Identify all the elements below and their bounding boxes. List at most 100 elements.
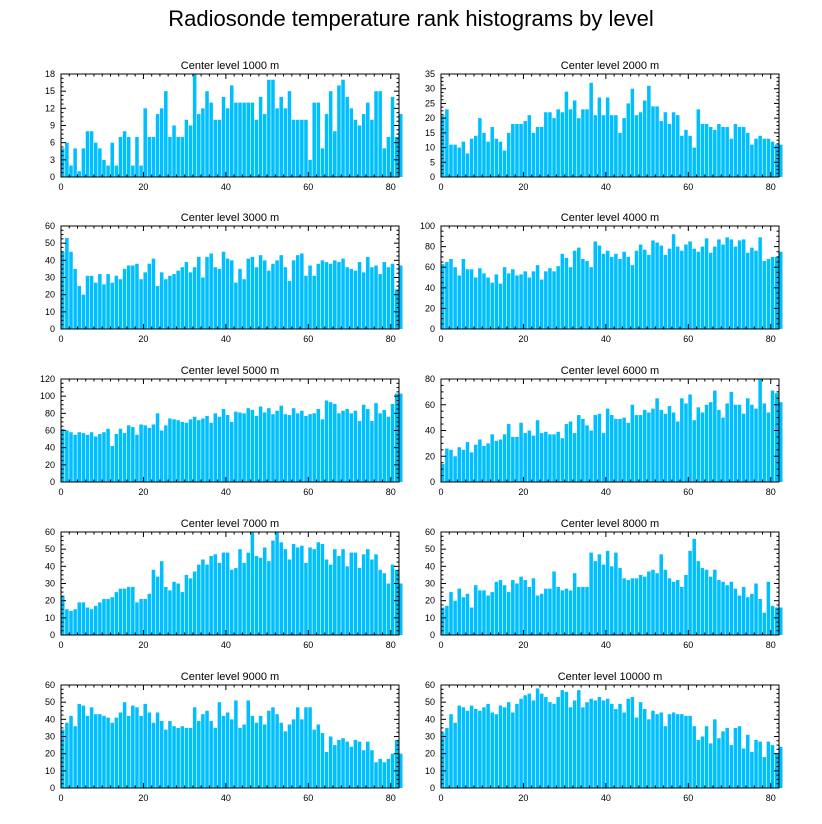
y-tick-label: 60 [425,262,435,272]
histogram-bar [230,260,234,329]
histogram-bar [73,434,77,482]
histogram-panel-2: Center level 2000 m 0 20 40 60 80 0 5 10 15 20 25 30… [425,60,783,192]
histogram-bar [638,574,643,635]
histogram-bar [498,705,503,788]
histogram-bar [568,421,573,482]
y-tick-label: 40 [425,714,435,724]
histogram-bar [704,124,709,177]
histogram-bar [523,121,527,177]
y-tick-label: 40 [425,426,435,436]
histogram-bar [275,108,279,177]
histogram-bar [622,118,626,177]
histogram-panel-7: Center level 7000 m 0 20 40 60 80 0 10 20 30 40 50 6… [45,518,403,650]
histogram-bar [361,272,366,329]
histogram-bar [713,390,717,482]
histogram-bar [122,702,127,788]
histogram-bar [258,715,263,788]
histogram-bar [225,108,230,177]
histogram-bar [692,248,696,329]
histogram-bar [593,415,598,482]
histogram-bar [61,729,65,788]
histogram-bar [779,144,783,177]
histogram-bar [758,135,762,177]
x-tick-label: 20 [518,487,528,497]
histogram-bar [122,433,127,482]
x-tick-label: 60 [683,487,693,497]
histogram-bar [572,100,577,177]
histogram-bar [197,114,201,177]
histogram-bar [618,258,622,329]
histogram-bar [304,119,308,177]
histogram-bar [394,569,399,635]
histogram-bar [217,119,222,177]
histogram-bar [770,256,775,329]
histogram-bar [188,419,193,482]
histogram-bar [217,416,222,482]
histogram-panel-4: Center level 4000 m 0 20 40 60 80 0 20 40 60 80 100 [420,212,783,344]
y-tick-label: 0 [50,324,55,334]
histogram-bar [324,262,329,329]
histogram-bar [77,703,82,788]
histogram-bar [754,583,758,635]
histogram-bar [246,700,251,788]
histogram-bar [267,710,271,788]
histogram-bar [597,413,602,482]
histogram-bar [688,394,692,482]
histogram-bar [254,415,259,482]
histogram-bar [519,422,523,482]
histogram-bar [605,408,610,482]
histogram-bar [478,268,482,329]
histogram-bar [449,258,453,329]
histogram-bar [441,264,445,329]
histogram-bar [535,420,540,482]
histogram-bar [85,434,90,482]
histogram-bar [370,119,374,177]
histogram-bar [201,714,205,788]
histogram-bar [626,698,631,788]
histogram-bar [271,707,275,788]
histogram-bar [65,609,69,635]
panel-title: Center level 9000 m [181,671,279,683]
histogram-bar [746,252,750,329]
histogram-bar [502,150,507,177]
histogram-bar [394,289,399,329]
histogram-bar [188,727,193,788]
histogram-panel-6: Center level 6000 m 0 20 40 60 80 0 20 40 60 80 [425,365,783,497]
histogram-bar [556,586,560,635]
histogram-bar [737,726,742,788]
histogram-bar [626,580,631,635]
y-tick-label: 0 [430,477,435,487]
histogram-bar [605,250,610,329]
histogram-bar [684,244,688,329]
histogram-bar [353,270,358,329]
histogram-bar [531,271,536,329]
histogram-bar [114,592,119,635]
histogram-bar [589,267,593,329]
histogram-bar [494,581,499,635]
histogram-bar [717,239,721,329]
histogram-bar [746,132,750,177]
histogram-bar [390,403,395,482]
histogram-bar [766,741,771,788]
histogram-bar [114,275,119,329]
histogram-bar [552,434,556,482]
histogram-bar [279,542,283,635]
histogram-bar [692,726,696,788]
histogram-bar [93,605,98,635]
histogram-bar [225,712,230,788]
panel-title: Center level 7000 m [181,518,279,530]
histogram-bar [143,598,147,635]
y-tick-label: 9 [50,121,55,131]
histogram-bar [234,411,238,482]
histogram-bar [441,607,445,635]
histogram-bar [667,124,672,177]
histogram-bar [337,262,341,329]
histogram-bar [478,439,482,482]
histogram-bar [544,697,548,788]
histogram-bar [341,549,345,635]
histogram-bar [279,255,283,329]
histogram-bar [382,409,387,482]
y-tick-label: 10 [45,613,55,623]
histogram-bar [180,136,185,177]
histogram-bar [353,739,358,788]
